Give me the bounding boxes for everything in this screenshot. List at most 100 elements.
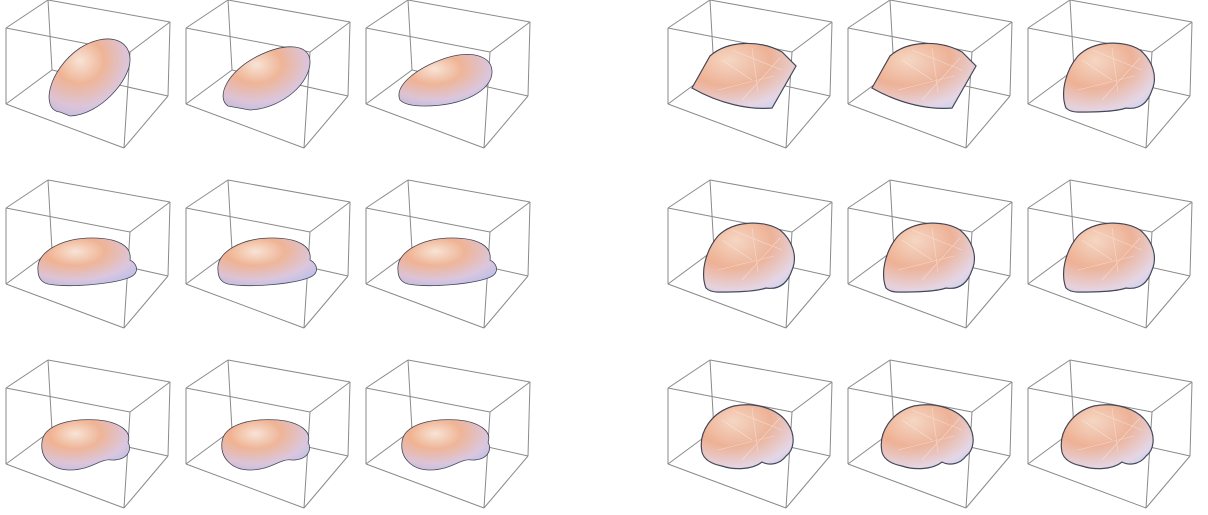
box-edge: [365, 0, 409, 29]
box-edge: [1189, 21, 1193, 97]
plot-cell: [365, 179, 531, 329]
facet-edge: [921, 57, 961, 101]
facet-edge: [751, 47, 759, 93]
box-edge: [347, 21, 351, 97]
box-edge: [889, 179, 1013, 203]
plot-cell: [667, 0, 833, 149]
box-edge: [1027, 387, 1153, 413]
box-edge: [5, 179, 49, 209]
surface-shading: [41, 419, 130, 470]
box-edge: [227, 359, 233, 431]
box-edge: [829, 381, 833, 457]
box-edge: [847, 387, 973, 413]
facet-edge: [931, 227, 939, 273]
box-edge: [5, 69, 53, 105]
facet-lines: [1077, 407, 1143, 461]
box-edge: [347, 201, 351, 277]
box-edge: [365, 463, 485, 509]
surface-shading: [397, 238, 497, 286]
box-edge: [303, 411, 311, 509]
facet-lines: [717, 227, 783, 281]
plot-cell: [185, 359, 351, 509]
box-edge: [407, 359, 531, 383]
box-edge: [123, 275, 169, 329]
surface-shading: [1063, 43, 1155, 112]
box-edge: [1151, 201, 1193, 233]
box-edge: [667, 463, 787, 509]
facet-edge: [901, 59, 933, 81]
box-edge: [47, 179, 53, 251]
facet-edge: [897, 75, 955, 91]
box-edge: [407, 0, 531, 23]
box-edge: [365, 283, 485, 329]
box-edge: [123, 231, 131, 329]
box-edge: [185, 387, 311, 413]
box-edge: [1151, 21, 1193, 53]
facet-lines: [717, 407, 783, 461]
facet-edge: [1111, 407, 1119, 453]
box-edge: [407, 179, 413, 251]
box-edge: [5, 387, 131, 413]
box-edge: [527, 201, 531, 277]
facet-edge: [1091, 229, 1143, 251]
facet-edge: [1077, 75, 1135, 91]
facet-edge: [1101, 417, 1141, 461]
facet-edge: [721, 239, 753, 261]
box-edge: [483, 275, 529, 329]
facet-edge: [1077, 435, 1135, 451]
box-edge: [1009, 201, 1013, 277]
box-edge: [407, 179, 531, 203]
box-edge: [1009, 381, 1013, 457]
facet-edge: [731, 49, 783, 71]
box-edge: [1009, 21, 1013, 97]
plot-cell: [847, 179, 1013, 329]
box-edge: [185, 359, 229, 389]
facet-edge: [911, 49, 963, 71]
box-edge: [489, 21, 531, 53]
facet-edge: [901, 419, 933, 441]
box-edge: [227, 179, 233, 251]
plot-cell: [1027, 0, 1193, 149]
box-edge: [889, 0, 1013, 23]
facet-edge: [901, 239, 933, 261]
facet-edge: [751, 407, 759, 453]
box-edge: [185, 283, 305, 329]
box-edge: [829, 21, 833, 97]
facet-edge: [921, 417, 961, 461]
box-edge: [527, 21, 531, 97]
box-edge: [667, 0, 711, 29]
box-edge: [123, 95, 169, 149]
box-edge: [483, 231, 491, 329]
box-edge: [889, 359, 1013, 383]
facet-edge: [741, 237, 781, 281]
facet-edge: [1091, 49, 1143, 71]
facet-edge: [717, 255, 775, 271]
facet-edge: [721, 59, 753, 81]
facet-lines: [717, 47, 783, 101]
box-edge: [847, 0, 891, 29]
box-edge: [847, 463, 967, 509]
plot-cell: [365, 359, 531, 509]
box-edge: [167, 381, 171, 457]
box-edge: [965, 411, 973, 509]
surface-shading: [881, 404, 974, 469]
box-edge: [5, 463, 125, 509]
box-edge: [965, 275, 1011, 329]
box-edge: [407, 0, 413, 71]
box-edge: [1027, 0, 1071, 29]
facet-edge: [921, 237, 961, 281]
plot-cell: [365, 0, 531, 149]
surface-shading: [701, 404, 794, 469]
facet-edge: [1101, 237, 1141, 281]
box-edge: [1027, 359, 1071, 389]
facet-edge: [1111, 47, 1119, 93]
surface-shading: [401, 419, 490, 470]
box-edge: [489, 201, 531, 233]
box-edge: [847, 283, 967, 329]
box-edge: [1145, 455, 1191, 509]
plot-cell: [667, 179, 833, 329]
box-edge: [47, 359, 171, 383]
facet-edge: [931, 407, 939, 453]
box-edge: [785, 95, 831, 149]
